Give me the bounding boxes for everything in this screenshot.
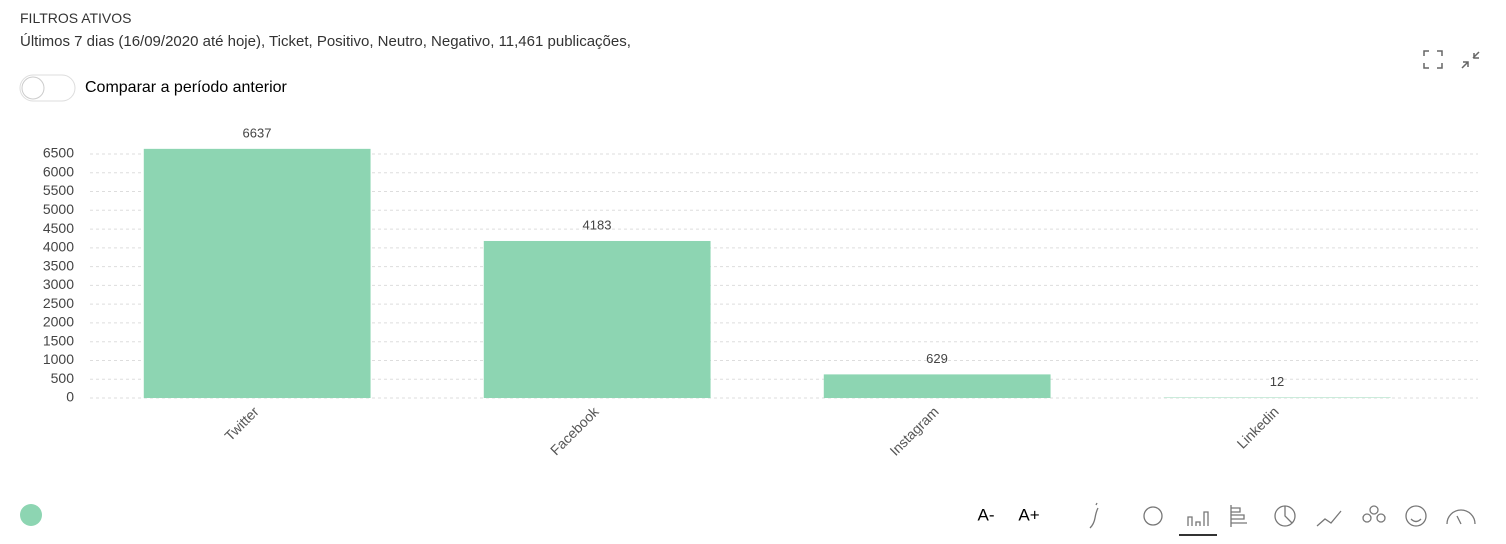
y-tick-label: 500 — [51, 370, 75, 386]
legend-dot — [20, 504, 42, 526]
data-label: 629 — [926, 351, 948, 366]
data-label: 4183 — [583, 217, 612, 232]
data-label: 6637 — [243, 125, 272, 140]
y-tick-label: 2500 — [43, 295, 74, 311]
y-tick-label: 5500 — [43, 182, 74, 198]
y-tick-label: 6000 — [43, 163, 74, 179]
y-tick-label: 3500 — [43, 257, 74, 273]
x-tick-label: Facebook — [547, 403, 602, 458]
x-tick-label: Twitter — [221, 403, 262, 444]
chart-type-icons[interactable] — [1089, 502, 1476, 536]
y-tick-label: 4500 — [43, 220, 74, 236]
filters-summary: Últimos 7 dias (16/09/2020 até hoje), Ti… — [20, 33, 631, 50]
bar — [143, 148, 371, 398]
filters-title: FILTROS ATIVOS — [20, 10, 132, 26]
bar — [483, 240, 711, 398]
y-tick-label: 3000 — [43, 276, 74, 292]
y-tick-label: 6500 — [43, 145, 74, 161]
expand-icon[interactable] — [1423, 50, 1480, 69]
y-tick-label: 2000 — [43, 314, 74, 330]
y-tick-label: 0 — [66, 389, 74, 405]
x-tick-label: Linkedin — [1234, 403, 1282, 451]
y-tick-label: 1000 — [43, 351, 74, 367]
y-tick-label: 5000 — [43, 201, 74, 217]
toggle-knob — [21, 76, 45, 100]
data-label: 12 — [1270, 374, 1284, 389]
x-tick-label: Instagram — [886, 403, 941, 458]
y-tick-label: 4000 — [43, 239, 74, 255]
y-tick-label: 1500 — [43, 332, 74, 348]
font-smaller[interactable]: A- — [978, 505, 995, 524]
toggle-label: Comparar a período anterior — [85, 79, 288, 96]
font-larger[interactable]: A+ — [1018, 505, 1039, 524]
bar — [823, 374, 1051, 398]
